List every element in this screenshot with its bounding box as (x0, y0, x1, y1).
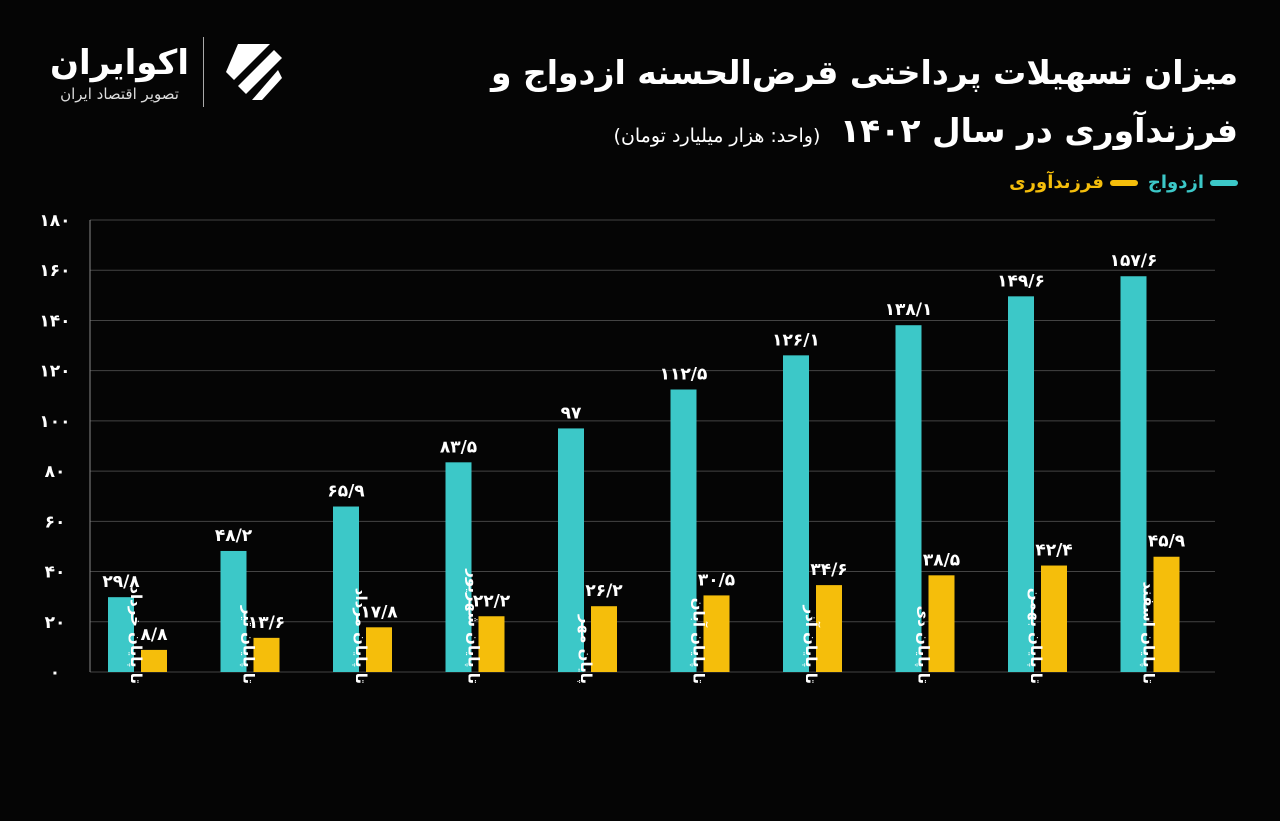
bar-childbearing (366, 627, 392, 672)
bar-marriage (558, 428, 584, 672)
data-label: ۲۲/۲ (473, 591, 511, 611)
data-label: ۳۸/۵ (923, 550, 960, 570)
bar-childbearing (1041, 565, 1067, 672)
data-label: ۴۸/۲ (215, 526, 253, 546)
legend-swatch-childbearing (1109, 179, 1138, 186)
chart-title: میزان تسهیلات پرداختی قرض‌الحسنه ازدواج … (438, 44, 1238, 165)
x-tick-label: تا پایان تیر (239, 605, 258, 684)
bar-childbearing (591, 606, 617, 672)
legend: ازدواج فرزندآوری (1009, 172, 1238, 193)
x-tick-label: تا پایان بهمن (1026, 588, 1045, 684)
bar-childbearing (253, 637, 280, 672)
y-tick-label: ۱۲۰ (39, 362, 70, 382)
data-label: ۲۹/۸ (102, 572, 140, 592)
legend-item-marriage: ازدواج (1148, 172, 1238, 193)
data-label: ۲۶/۲ (585, 581, 623, 601)
x-tick-label: پایان مهر (576, 614, 595, 684)
x-tick-label: تا پایان مرداد (351, 588, 370, 684)
legend-label-childbearing: فرزندآوری (1009, 172, 1104, 193)
bar-marriage (445, 462, 472, 672)
bar-marriage (670, 389, 697, 672)
y-tick-label: ۶۰ (45, 512, 66, 532)
x-tick-label: تا پایان دی (914, 606, 933, 685)
bar-childbearing (816, 585, 842, 672)
bar-childbearing (478, 616, 505, 672)
bar-childbearing (703, 595, 730, 672)
data-label: ۴۵/۹ (1148, 532, 1186, 552)
x-tick-label: تا پایان آبان (689, 598, 708, 684)
data-label: ۱۳۸/۱ (885, 300, 933, 320)
data-label: ۳۴/۶ (810, 560, 847, 580)
logo-name: اکوایران (50, 43, 189, 83)
logo-divider (203, 37, 204, 107)
y-tick-label: ۰ (50, 663, 60, 683)
chart-subtitle: (واحد: هزار میلیارد تومان) (613, 125, 821, 147)
logo: اکوایران تصویر اقتصاد ایران (50, 36, 290, 108)
y-tick-label: ۱۸۰ (39, 211, 70, 231)
data-label: ۱۵۷/۶ (1110, 251, 1158, 271)
y-tick-label: ۲۰ (45, 613, 66, 633)
x-tick-label: تا پایان خرداد (126, 586, 145, 684)
data-label: ۸۳/۵ (440, 437, 477, 457)
legend-swatch-marriage (1210, 179, 1238, 186)
logo-tagline: تصویر اقتصاد ایران (60, 85, 179, 103)
x-tick-label: تا پایان اسفند (1139, 581, 1158, 684)
bar-marriage (333, 506, 359, 672)
data-label: ۱۲۶/۱ (772, 330, 820, 350)
legend-item-childbearing: فرزندآوری (1009, 172, 1138, 193)
x-tick-label: تا پایان شهریور (464, 568, 483, 684)
data-label: ۸/۸ (141, 625, 169, 645)
legend-label-marriage: ازدواج (1147, 172, 1204, 193)
data-label: ۱۴۹/۶ (997, 271, 1045, 291)
bar-marriage (1008, 296, 1034, 672)
data-label: ۹۷ (561, 403, 582, 423)
y-tick-label: ۴۰ (45, 563, 66, 583)
data-label: ۱۷/۸ (360, 602, 398, 622)
bar-childbearing (928, 575, 955, 672)
data-label: ۶۵/۹ (327, 482, 365, 502)
title-text: میزان تسهیلات پرداختی قرض‌الحسنه ازدواج … (490, 53, 1238, 150)
bar-marriage (895, 325, 922, 672)
bar-childbearing (141, 649, 167, 672)
data-label: ۴۲/۴ (1035, 541, 1072, 561)
bar-marriage (220, 550, 247, 672)
y-tick-label: ۱۴۰ (39, 311, 70, 331)
data-label: ۳۰/۵ (698, 570, 735, 590)
bar-marriage (783, 355, 809, 672)
bar-marriage (1120, 276, 1147, 672)
logo-mark-icon (226, 44, 282, 100)
y-tick-label: ۸۰ (45, 462, 66, 482)
bar-marriage (108, 597, 134, 672)
data-label: ۱۳/۶ (248, 613, 285, 633)
bar-childbearing (1153, 556, 1180, 672)
x-tick-label: تا پایان آذر (801, 604, 820, 684)
y-tick-label: ۱۶۰ (39, 261, 70, 281)
y-tick-label: ۱۰۰ (39, 412, 70, 432)
data-label: ۱۱۲/۵ (660, 365, 708, 385)
